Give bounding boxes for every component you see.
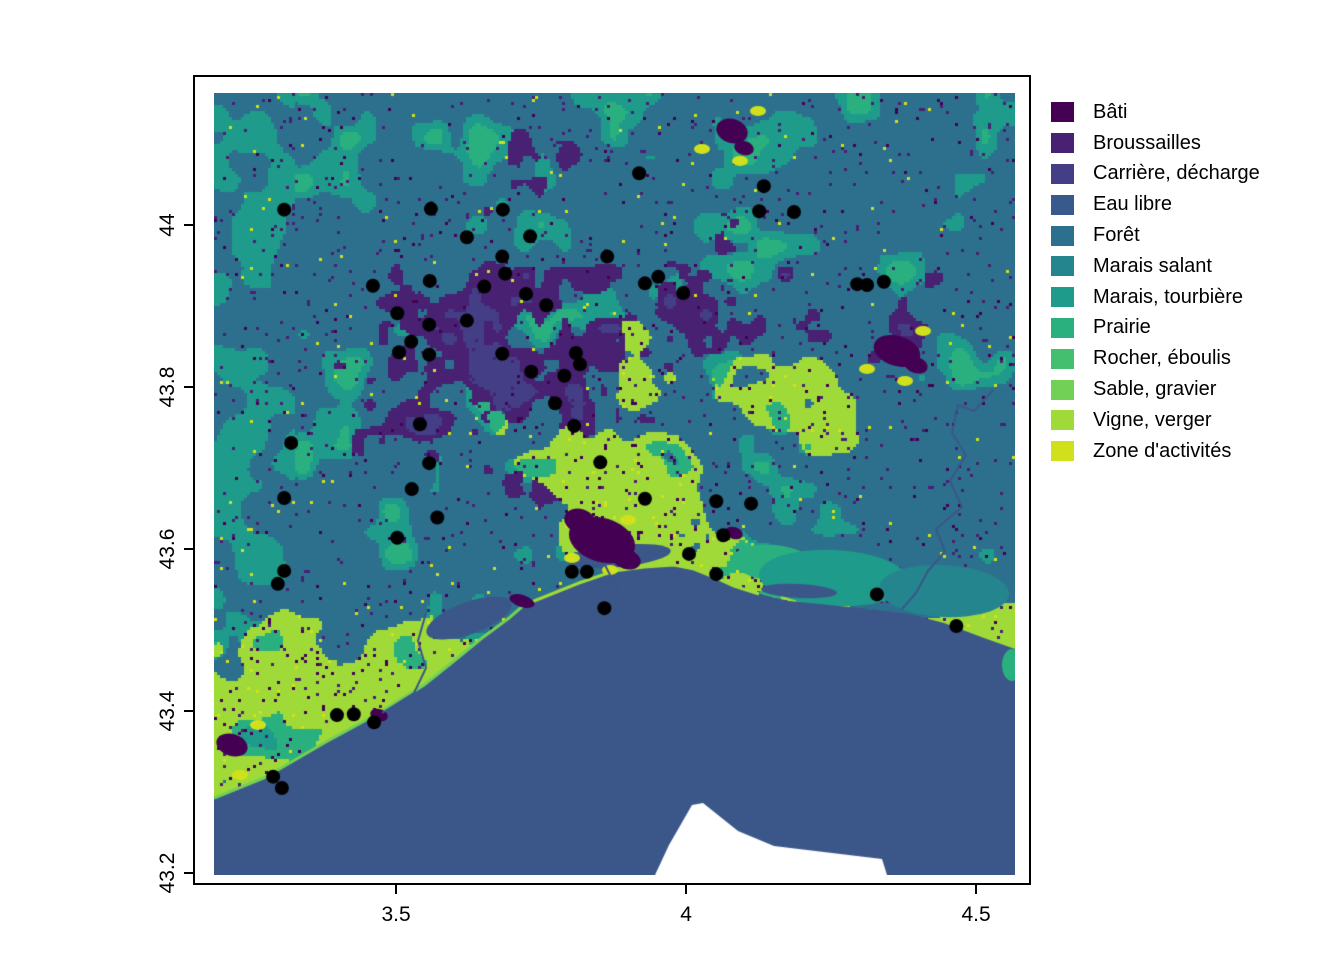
legend-item: Eau libre [1051, 189, 1260, 220]
legend-label: Zone d'activités [1093, 439, 1232, 462]
legend-label: Sable, gravier [1093, 378, 1217, 401]
y-axis-tick [184, 548, 193, 551]
legend-swatch [1051, 348, 1074, 369]
x-axis-tick [685, 885, 688, 894]
legend-item: Forêt [1051, 220, 1260, 251]
x-axis-tick-label: 4 [680, 903, 692, 926]
y-axis-tick-label: 43.8 [156, 366, 179, 408]
x-axis-tick [975, 885, 978, 894]
y-axis-tick [184, 710, 193, 713]
legend-swatch [1051, 441, 1074, 462]
land-cover-map [214, 93, 1015, 875]
y-axis-tick [184, 386, 193, 389]
legend-swatch [1051, 102, 1074, 123]
legend-label: Vigne, verger [1093, 408, 1212, 431]
y-axis-tick [184, 872, 193, 875]
legend-item: Marais salant [1051, 251, 1260, 282]
legend-item: Bâti [1051, 97, 1260, 128]
legend: Bâti Broussailles Carrière, décharge Eau li… [1051, 97, 1260, 467]
plot-area [193, 75, 1031, 885]
legend-item: Marais, tourbière [1051, 282, 1260, 313]
legend-label: Marais, tourbière [1093, 285, 1244, 308]
legend-item: Vigne, verger [1051, 405, 1260, 436]
legend-label: Prairie [1093, 316, 1151, 339]
legend-swatch [1051, 194, 1074, 215]
y-axis-tick-label: 43.6 [156, 528, 179, 570]
legend-swatch [1051, 317, 1074, 338]
y-axis-tick-label: 44 [156, 213, 179, 237]
legend-label: Rocher, éboulis [1093, 347, 1231, 370]
y-axis-tick-label: 43.2 [156, 852, 179, 894]
legend-item: Zone d'activités [1051, 436, 1260, 467]
legend-label: Broussailles [1093, 131, 1201, 154]
legend-label: Marais salant [1093, 254, 1212, 277]
legend-swatch [1051, 287, 1074, 308]
legend-label: Carrière, décharge [1093, 162, 1260, 185]
legend-item: Prairie [1051, 313, 1260, 344]
legend-swatch [1051, 256, 1074, 277]
y-axis-tick-label: 43.4 [156, 690, 179, 732]
legend-swatch [1051, 410, 1074, 431]
legend-label: Forêt [1093, 224, 1140, 247]
legend-swatch [1051, 163, 1074, 184]
x-axis-tick-label: 3.5 [381, 903, 411, 926]
legend-label: Eau libre [1093, 193, 1172, 216]
legend-swatch [1051, 379, 1074, 400]
legend-swatch [1051, 133, 1074, 154]
legend-item: Carrière, décharge [1051, 159, 1260, 190]
legend-item: Sable, gravier [1051, 374, 1260, 405]
x-axis-tick [395, 885, 398, 894]
x-axis-tick-label: 4.5 [961, 903, 991, 926]
legend-label: Bâti [1093, 100, 1128, 123]
legend-item: Rocher, éboulis [1051, 343, 1260, 374]
legend-item: Broussailles [1051, 128, 1260, 159]
legend-swatch [1051, 225, 1074, 246]
y-axis-tick [184, 224, 193, 227]
